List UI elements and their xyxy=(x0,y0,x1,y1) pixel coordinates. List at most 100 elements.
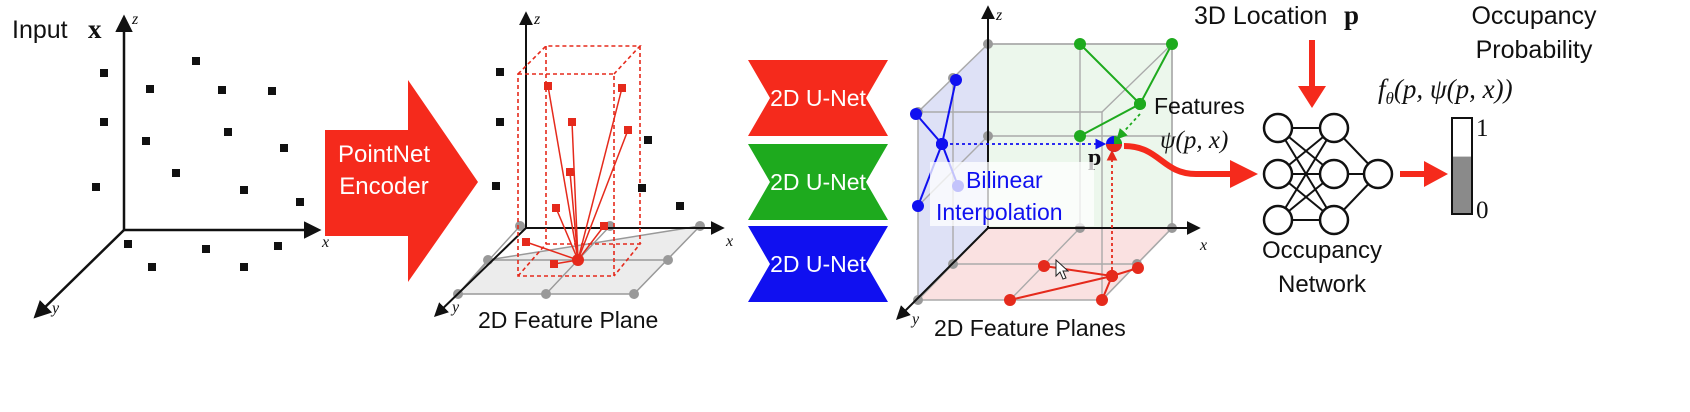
grid-node xyxy=(663,255,673,265)
projected-point xyxy=(550,260,558,268)
red-feature-node xyxy=(1132,262,1144,274)
location-arrowhead xyxy=(1298,86,1326,108)
unet-block-3: 2D U-Net xyxy=(748,226,888,302)
cube-x-label: x xyxy=(1199,237,1207,254)
blue-feature-node xyxy=(912,200,924,212)
input-label: Input xyxy=(12,16,68,44)
interp-label-line1: Bilinear xyxy=(966,167,1043,193)
network-node xyxy=(1262,112,1294,144)
input-point xyxy=(676,202,684,210)
interp-label-line2: Interpolation xyxy=(936,199,1063,225)
input-x-label: x xyxy=(321,234,329,251)
encoder-label-line1: PointNet xyxy=(338,141,430,168)
occupancy-network xyxy=(1262,112,1394,236)
input-point xyxy=(148,263,156,271)
location-label: 3D Location xyxy=(1194,2,1327,30)
green-feature-node xyxy=(1134,98,1146,110)
blue-feature-node xyxy=(936,138,948,150)
network-node xyxy=(1262,158,1294,190)
red-feature-node xyxy=(1096,294,1108,306)
input-point xyxy=(268,87,276,95)
input-point xyxy=(280,144,288,152)
unet-shape xyxy=(748,60,888,136)
plane-y-label: y xyxy=(450,299,460,316)
input-point xyxy=(142,137,150,145)
location-symbol: p xyxy=(1344,0,1359,30)
unet-shape xyxy=(748,144,888,220)
blue-feature-node xyxy=(910,108,922,120)
features-formula: ψ(p, x) xyxy=(1160,127,1228,154)
projection-line xyxy=(577,225,605,261)
projection-line xyxy=(555,207,579,261)
triple-plane-panel: z x y p Bilinear Interpolation 2D Featur… xyxy=(896,5,1207,341)
plane-features xyxy=(910,38,1178,306)
probability-label-line1: Occupancy xyxy=(1471,2,1597,30)
cursor-icon xyxy=(1055,258,1070,280)
input-symbol: x xyxy=(88,14,102,44)
input-point xyxy=(240,186,248,194)
input-point xyxy=(100,118,108,126)
projected-point xyxy=(568,118,576,126)
projected-point xyxy=(552,204,560,212)
input-point xyxy=(92,183,100,191)
unet-label: 2D U-Net xyxy=(770,169,866,195)
probability-bar-fill xyxy=(1453,156,1471,213)
unet-label: 2D U-Net xyxy=(770,85,866,111)
plane-z-label: z xyxy=(533,11,541,28)
projected-point xyxy=(544,82,552,90)
grid-node xyxy=(541,289,551,299)
projected-point xyxy=(600,222,608,230)
network-edge xyxy=(1277,127,1335,221)
projection-line xyxy=(547,85,579,261)
query-point xyxy=(1106,136,1122,152)
green-feature-node xyxy=(1074,38,1086,50)
red-feature-node xyxy=(1038,260,1050,272)
input-points xyxy=(92,57,304,271)
projection-line xyxy=(571,121,579,261)
unet-block-1: 2D U-Net xyxy=(748,60,888,136)
green-feature-node xyxy=(1074,130,1086,142)
network-node xyxy=(1262,204,1294,236)
probability-min-label: 0 xyxy=(1476,197,1489,224)
cube-edge xyxy=(1101,43,1173,113)
network-node xyxy=(1362,158,1394,190)
features-label: Features xyxy=(1154,93,1245,119)
network-label-line1: Occupancy xyxy=(1262,237,1382,264)
projected-point xyxy=(566,168,574,176)
projection-line xyxy=(577,129,629,261)
plane-y-axis xyxy=(433,227,527,317)
input-point xyxy=(296,198,304,206)
red-feature xyxy=(1009,275,1113,301)
cube-y-label: y xyxy=(910,311,920,328)
probability-formula: fθ(p, ψ(p, x)) xyxy=(1378,74,1513,108)
network-node xyxy=(1318,158,1350,190)
unet-block-2: 2D U-Net xyxy=(748,144,888,220)
grid-node xyxy=(913,295,923,305)
plane-x-label: x xyxy=(725,233,733,250)
network-node xyxy=(1318,204,1350,236)
input-point xyxy=(274,242,282,250)
red-feature-node xyxy=(1004,294,1016,306)
features-to-network-arrow xyxy=(1123,143,1234,177)
input-point xyxy=(218,86,226,94)
input-point xyxy=(644,136,652,144)
input-point xyxy=(172,169,180,177)
encoder-label-line2: Encoder xyxy=(339,173,428,200)
green-feature xyxy=(1079,103,1141,137)
red-feature-node xyxy=(1106,270,1118,282)
plane-cell-point xyxy=(572,254,584,266)
encoder-arrow-shape xyxy=(325,80,478,282)
single-plane-panel: z x y 2D Feature Plane xyxy=(433,11,733,333)
unet-label: 2D U-Net xyxy=(770,251,866,277)
triple-plane-caption: 2D Feature Planes xyxy=(934,315,1126,341)
network-node xyxy=(1318,112,1350,144)
input-y-label: y xyxy=(50,300,60,317)
grid-node xyxy=(629,289,639,299)
input-point xyxy=(192,57,200,65)
input-y-axis xyxy=(33,229,125,319)
projection-line xyxy=(577,87,623,261)
projected-point xyxy=(522,238,530,246)
input-point xyxy=(146,85,154,93)
unet-stack: 2D U-Net 2D U-Net 2D U-Net xyxy=(748,60,888,302)
